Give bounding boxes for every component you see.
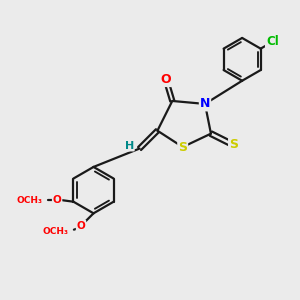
Text: N: N (200, 98, 210, 110)
Text: O: O (53, 195, 62, 205)
Text: OCH₃: OCH₃ (43, 226, 69, 236)
Text: H: H (124, 141, 134, 151)
Text: S: S (178, 140, 187, 154)
Text: O: O (77, 221, 85, 231)
Text: O: O (160, 73, 171, 86)
Text: Cl: Cl (266, 35, 279, 49)
Text: S: S (229, 139, 238, 152)
Text: OCH₃: OCH₃ (16, 196, 42, 205)
